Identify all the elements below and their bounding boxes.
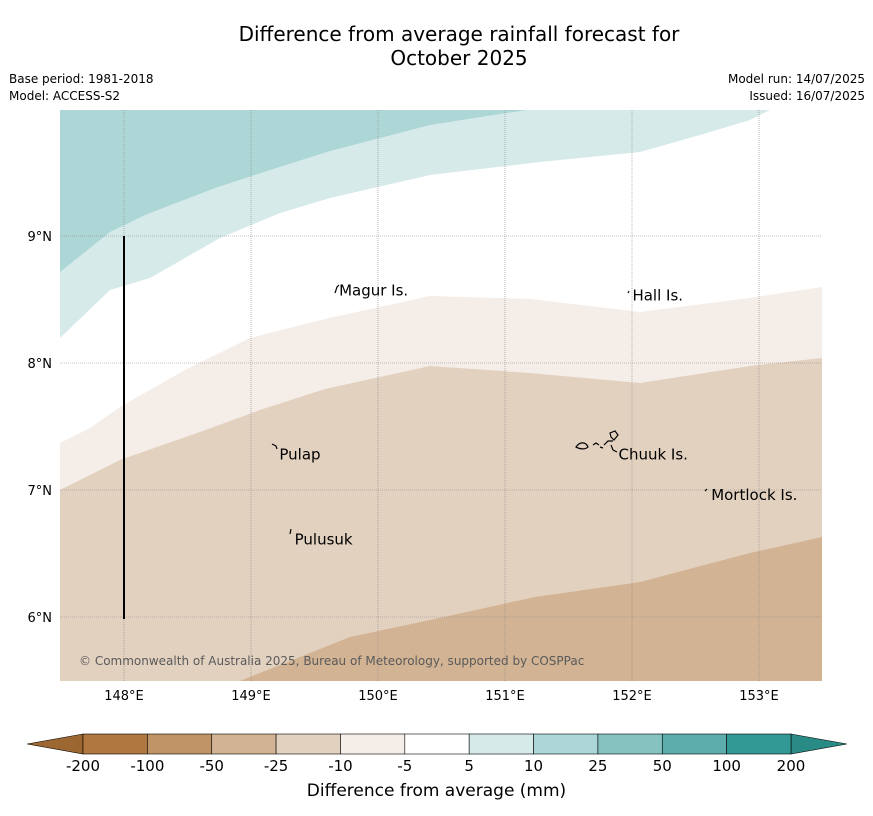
colorbar-tick-label: 25: [588, 757, 607, 775]
colorbar-tick-label: 200: [777, 757, 806, 775]
colorbar-tick-label: -5: [397, 757, 412, 775]
longitude-labels: 148°E 149°E 150°E 151°E 152°E 153°E: [104, 689, 779, 704]
colorbar-tick-label: -50: [199, 757, 224, 775]
issued-text: Issued: 16/07/2025: [749, 89, 865, 103]
model-run-text: Model run: 14/07/2025: [727, 72, 865, 86]
colorbar-swatch: [211, 733, 277, 755]
island-outlines: [271, 284, 708, 535]
place-label: Hall Is.: [632, 287, 683, 305]
lon-tick-label: 149°E: [231, 689, 271, 704]
colorbar-swatch: [404, 733, 470, 755]
lat-tick-label: 8°N: [28, 357, 53, 372]
colorbar-tick-label: -100: [130, 757, 164, 775]
gridlines: [60, 110, 822, 681]
band-25-to-50: [60, 110, 527, 272]
lon-tick-label: 148°E: [104, 689, 144, 704]
hall-island-shape: [627, 290, 630, 294]
model-text: Model: ACCESS-S2: [9, 89, 121, 103]
map-area: [60, 110, 822, 681]
colorbar-swatch: [726, 733, 792, 755]
colorbar-swatch: [661, 733, 727, 755]
place-labels: Magur Is. Hall Is. Pulap Chuuk Is. Mortlock …: [279, 282, 797, 549]
lat-tick-label: 6°N: [28, 611, 53, 626]
place-label: Mortlock Is.: [711, 486, 797, 504]
place-label: Pulusuk: [295, 531, 353, 549]
mortlock-island-shape: [704, 488, 708, 492]
pulap-island-shape: [271, 443, 278, 450]
meta-right: Model run: 14/07/2025 Issued: 16/07/2025: [728, 71, 865, 105]
title-line-2: October 2025: [390, 46, 528, 70]
title-line-1: Difference from average rainfall forecas…: [238, 22, 680, 46]
place-label: Pulap: [279, 445, 320, 463]
colorbar-swatch: [597, 733, 663, 755]
colorbar-tick-label: -25: [264, 757, 289, 775]
colorbar-swatch: [147, 733, 213, 755]
colorbar-swatch: [340, 733, 406, 755]
colorbar-swatch: [468, 733, 534, 755]
colorbar-swatch: [82, 733, 148, 755]
magur-island-shape: [334, 284, 340, 294]
colorbar-tick-label: -200: [66, 757, 100, 775]
pulusuk-island-shape: [289, 528, 292, 535]
colorbar-tick-label: -10: [328, 757, 353, 775]
lat-tick-label: 9°N: [28, 230, 53, 245]
latitude-labels: 9°N 8°N 7°N 6°N: [28, 230, 53, 626]
colorbar-tick-label: 5: [464, 757, 474, 775]
map-title: Difference from average rainfall forecas…: [0, 22, 873, 70]
lon-tick-label: 150°E: [358, 689, 398, 704]
lon-tick-label: 153°E: [739, 689, 779, 704]
meta-left: Base period: 1981-2018 Model: ACCESS-S2: [9, 71, 154, 105]
colorbar-tick-label: 100: [712, 757, 741, 775]
colorbar: -200 -100 -50 -25 -10 -5 5 10 25 50 100 200: [26, 733, 848, 775]
colorbar-under-arrow: [26, 733, 84, 755]
lon-tick-label: 151°E: [485, 689, 525, 704]
base-period-text: Base period: 1981-2018: [9, 72, 154, 86]
chuuk-lagoon-shape: [575, 430, 619, 453]
lat-tick-label: 7°N: [28, 484, 53, 499]
place-label: Chuuk Is.: [618, 445, 687, 463]
colorbar-label: Difference from average (mm): [306, 781, 567, 801]
colorbar-over-arrow: [790, 733, 848, 755]
lon-tick-label: 152°E: [612, 689, 652, 704]
place-label: Magur Is.: [339, 282, 408, 300]
colorbar-tick-label: 10: [524, 757, 543, 775]
colorbar-tick-label: 50: [653, 757, 672, 775]
colorbar-swatch: [275, 733, 341, 755]
copyright-text: © Commonwealth of Australia 2025, Bureau…: [79, 654, 584, 668]
band-minus50-to-minus25: [240, 537, 822, 681]
colorbar-swatch: [533, 733, 599, 755]
